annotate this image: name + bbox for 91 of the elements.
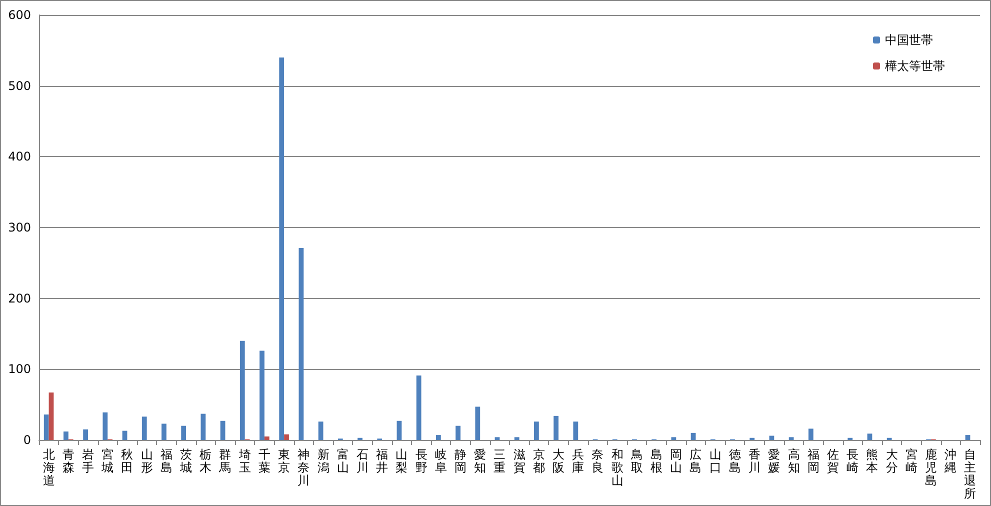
bar	[671, 437, 676, 440]
x-tick-label: 三重	[494, 448, 506, 474]
legend-label: 中国世帯	[885, 33, 933, 47]
y-tick-label: 500	[8, 78, 31, 93]
x-tick-label: 佐賀	[826, 448, 839, 474]
x-tick-label: 秋田	[121, 448, 134, 474]
x-tick-label: 大分	[886, 448, 898, 474]
x-tick-label: 愛知	[474, 448, 486, 474]
x-tick-label: 和歌山	[611, 448, 624, 488]
x-tick-label: 石川	[356, 448, 368, 474]
x-tick-label: 長野	[415, 448, 428, 474]
x-tick-label: 岐阜	[434, 448, 447, 474]
x-tick-label: 埼玉	[238, 448, 251, 474]
x-tick-label: 山口	[709, 448, 722, 474]
x-tick-label: 東京	[278, 448, 290, 474]
bar	[554, 416, 559, 440]
bar	[867, 434, 872, 440]
x-tick-label: 北海道	[42, 448, 55, 488]
bar	[396, 420, 402, 440]
bar	[102, 412, 108, 440]
x-tick-label: 富山	[336, 448, 349, 474]
bar	[181, 426, 186, 440]
x-tick-label: 青森	[62, 448, 74, 474]
bar	[44, 414, 49, 440]
bar	[573, 422, 578, 440]
bar	[514, 437, 520, 440]
bar	[64, 432, 68, 440]
x-tick-label: 広島	[690, 448, 702, 474]
bar	[808, 428, 814, 440]
x-tick-label: 滋賀	[513, 448, 526, 474]
x-tick-label: 福岡	[807, 448, 820, 474]
x-tick-label: 沖縄	[944, 448, 957, 474]
x-tick-label: 宮城	[100, 448, 114, 474]
bar	[416, 376, 422, 440]
x-tick-label: 神奈川	[298, 448, 310, 488]
x-tick-label: 大阪	[552, 448, 565, 474]
y-tick-label: 300	[8, 220, 31, 234]
bar	[279, 58, 284, 440]
x-tick-label: 岡山	[670, 448, 682, 474]
x-tick-label: 奈良	[592, 448, 604, 474]
x-tick-label: 愛媛	[768, 448, 780, 474]
x-tick-label: 自主退所	[964, 448, 976, 500]
y-tick-label: 400	[8, 150, 31, 164]
x-tick-label: 香川	[748, 448, 761, 474]
x-tick-label: 福井	[376, 448, 388, 474]
y-tick-label: 200	[8, 291, 31, 306]
x-tick-label: 徳島	[728, 448, 741, 474]
x-tick-label: 鹿児島	[924, 448, 937, 488]
bar	[83, 429, 88, 440]
x-tick-label: 栃木	[200, 448, 212, 474]
y-tick-label: 600	[8, 8, 31, 22]
x-tick-label: 群馬	[218, 448, 232, 474]
x-tick-label: 福島	[160, 448, 172, 474]
x-tick-label: 山形	[140, 448, 153, 474]
bar	[48, 392, 54, 440]
bar	[260, 350, 264, 440]
bar	[284, 434, 289, 440]
bar	[456, 426, 460, 440]
x-tick-label: 千葉	[258, 448, 270, 474]
x-tick-label: 宮崎	[905, 448, 918, 474]
bar	[200, 414, 206, 440]
bar	[162, 424, 166, 440]
bar	[264, 436, 270, 440]
bar	[220, 420, 226, 440]
x-tick-label: 高知	[788, 448, 800, 474]
x-tick-label: 島根	[650, 448, 663, 474]
x-tick-label: 茨城	[179, 448, 192, 474]
bar	[494, 437, 500, 440]
bar	[240, 340, 245, 440]
bar	[142, 416, 147, 440]
x-tick-label: 長崎	[846, 448, 859, 474]
x-tick-label: 京都	[532, 448, 545, 474]
bar	[318, 422, 324, 440]
y-tick-label: 100	[8, 362, 31, 376]
bar	[436, 435, 441, 440]
x-tick-label: 岩手	[82, 448, 94, 474]
bar	[788, 437, 794, 440]
bar	[965, 435, 970, 440]
x-tick-label: 新潟	[317, 448, 330, 474]
bar	[122, 430, 128, 440]
legend-label: 樺太等世帯	[885, 59, 945, 73]
bar	[534, 422, 539, 440]
y-tick-label: 0	[23, 433, 31, 447]
x-tick-label: 兵庫	[572, 448, 584, 474]
x-tick-label: 熊本	[866, 448, 878, 474]
x-tick-label: 山梨	[396, 448, 408, 474]
x-tick-label: 鳥取	[630, 448, 643, 474]
bar	[298, 248, 304, 440]
x-tick-label: 静岡	[454, 448, 466, 474]
bar	[690, 432, 696, 440]
bar	[475, 406, 480, 440]
